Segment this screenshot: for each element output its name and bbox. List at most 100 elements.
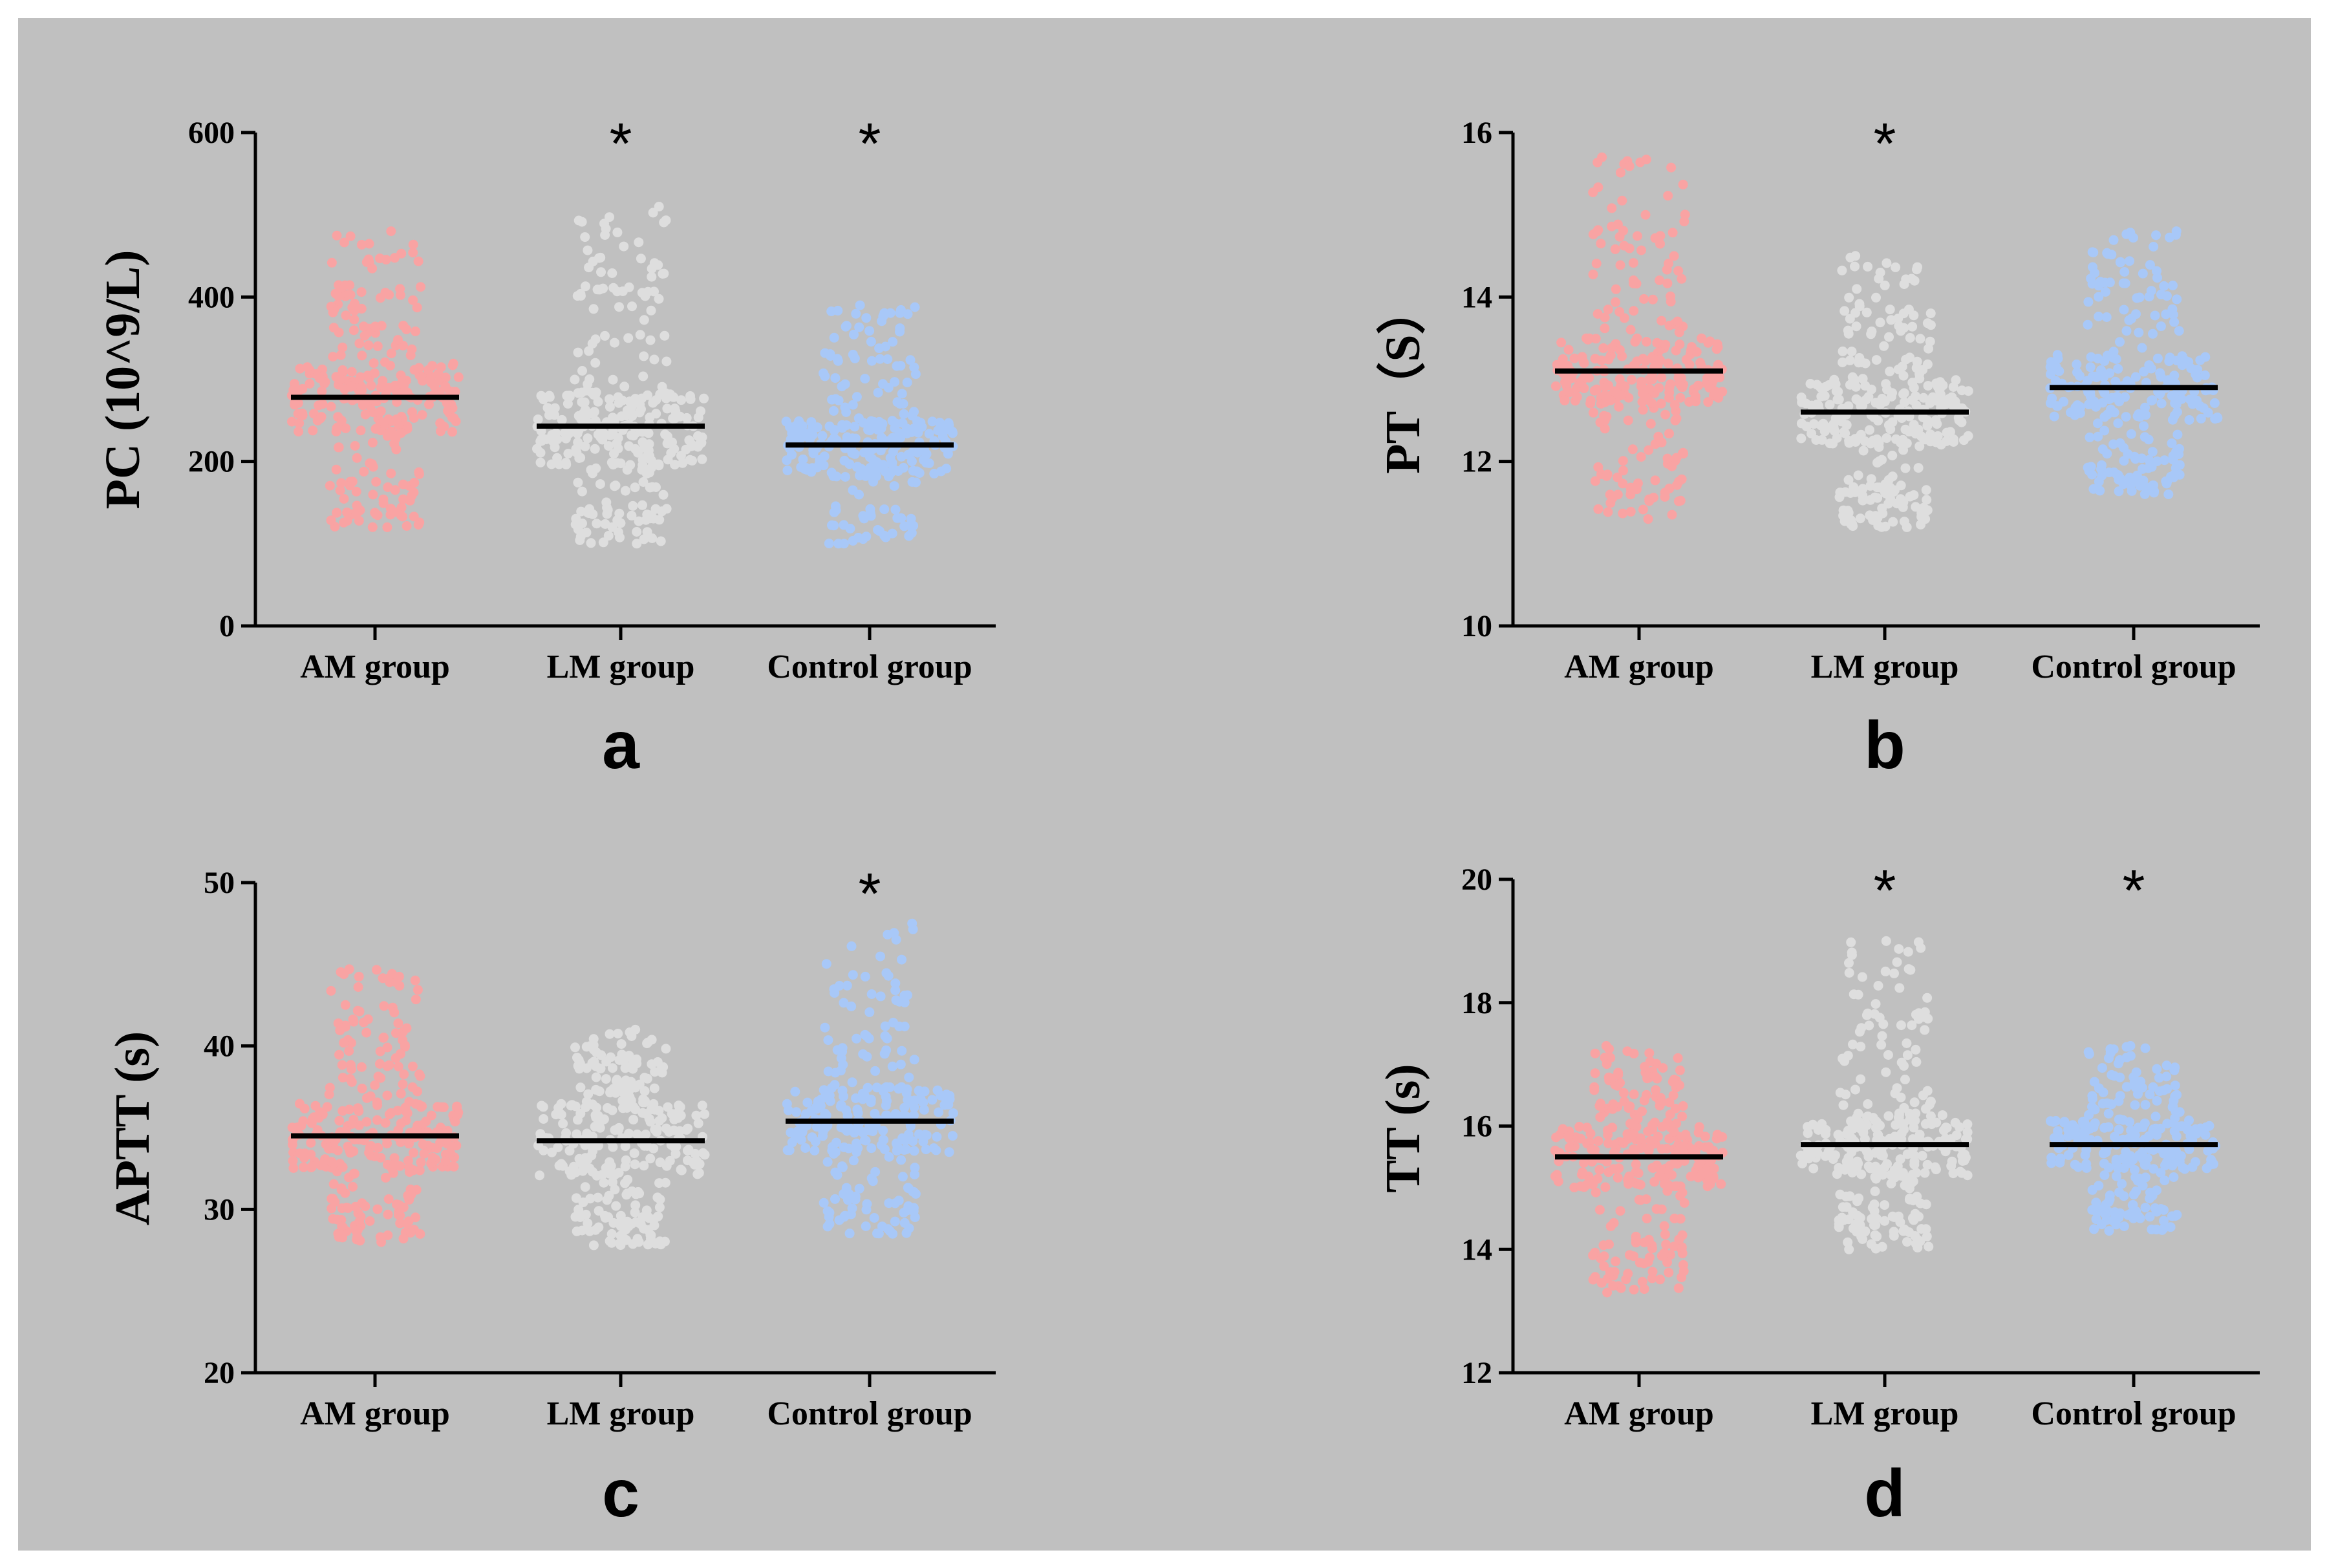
data-point bbox=[846, 1001, 857, 1011]
data-point bbox=[1910, 1115, 1920, 1126]
data-point bbox=[1577, 352, 1587, 362]
data-point bbox=[866, 356, 877, 366]
data-point bbox=[2107, 1069, 2117, 1080]
data-point bbox=[346, 1038, 356, 1048]
data-point bbox=[1687, 1144, 1697, 1154]
data-point bbox=[881, 341, 890, 352]
data-point bbox=[339, 1038, 349, 1048]
data-point bbox=[413, 256, 424, 266]
data-point bbox=[1912, 1192, 1922, 1202]
data-point bbox=[1925, 429, 1936, 440]
data-point bbox=[1629, 1089, 1639, 1099]
data-point bbox=[2171, 230, 2181, 240]
data-point bbox=[1610, 244, 1620, 254]
data-point bbox=[1628, 279, 1638, 288]
data-point bbox=[332, 230, 342, 241]
data-point bbox=[2148, 1082, 2158, 1092]
data-point bbox=[370, 321, 380, 332]
data-point bbox=[813, 1097, 823, 1106]
data-point bbox=[546, 459, 557, 469]
data-point bbox=[2094, 1181, 2104, 1191]
data-point bbox=[589, 407, 599, 417]
data-point bbox=[890, 1198, 900, 1208]
data-point bbox=[630, 1159, 640, 1170]
data-point bbox=[2119, 1221, 2129, 1231]
data-point bbox=[2081, 1145, 2092, 1155]
data-point bbox=[1881, 1067, 1891, 1077]
data-point bbox=[910, 1163, 920, 1173]
data-point bbox=[1642, 337, 1651, 347]
data-point bbox=[2152, 1064, 2162, 1074]
data-point bbox=[808, 430, 818, 440]
data-point bbox=[2134, 292, 2145, 303]
data-point bbox=[1855, 1123, 1865, 1133]
data-point bbox=[614, 302, 624, 312]
data-point bbox=[556, 1159, 566, 1169]
data-point bbox=[2130, 1130, 2140, 1140]
data-point bbox=[820, 348, 830, 358]
data-point bbox=[1596, 1278, 1607, 1288]
data-point bbox=[1921, 1104, 1931, 1114]
data-point bbox=[1807, 400, 1817, 411]
data-point bbox=[2104, 1226, 2114, 1236]
data-point bbox=[630, 482, 640, 493]
data-point bbox=[661, 356, 672, 367]
data-point bbox=[1911, 1044, 1921, 1055]
data-point bbox=[663, 455, 673, 465]
data-point bbox=[1841, 1090, 1850, 1100]
data-point bbox=[2131, 309, 2141, 319]
data-point bbox=[880, 1083, 890, 1093]
data-point bbox=[647, 272, 657, 282]
data-point bbox=[879, 504, 890, 515]
data-point bbox=[2077, 1117, 2088, 1127]
data-point bbox=[1877, 1031, 1887, 1041]
panel-d-y-axis-title: TT (s) bbox=[1376, 1064, 1430, 1192]
data-point bbox=[659, 330, 670, 341]
data-point bbox=[914, 1129, 924, 1139]
data-point bbox=[2081, 1159, 2092, 1169]
data-point bbox=[1553, 1176, 1563, 1187]
data-point bbox=[1644, 1143, 1655, 1153]
data-point bbox=[638, 500, 647, 510]
data-point bbox=[853, 1108, 863, 1118]
data-point bbox=[883, 354, 893, 364]
data-point bbox=[1670, 1104, 1680, 1113]
data-point bbox=[1618, 456, 1628, 466]
data-point bbox=[1592, 226, 1602, 237]
data-point bbox=[341, 310, 351, 321]
data-point bbox=[905, 1121, 916, 1132]
data-point bbox=[447, 427, 457, 437]
data-point bbox=[410, 975, 420, 985]
data-point bbox=[1644, 445, 1654, 455]
data-point bbox=[1556, 338, 1567, 348]
data-point bbox=[641, 1210, 652, 1221]
data-point bbox=[839, 1189, 849, 1199]
data-point bbox=[391, 444, 402, 455]
data-point bbox=[820, 371, 830, 381]
data-point bbox=[890, 1216, 900, 1227]
data-point bbox=[2075, 408, 2085, 418]
data-point bbox=[691, 1110, 702, 1121]
data-point bbox=[1588, 1250, 1598, 1260]
data-point bbox=[326, 402, 336, 412]
data-point bbox=[1551, 1132, 1561, 1143]
data-point bbox=[1902, 1038, 1912, 1048]
data-point bbox=[409, 478, 420, 488]
data-point bbox=[1923, 381, 1933, 391]
data-point bbox=[647, 264, 657, 274]
data-point bbox=[1677, 1188, 1688, 1197]
data-point bbox=[655, 1194, 665, 1205]
data-point bbox=[840, 472, 850, 482]
data-point bbox=[2145, 260, 2155, 270]
data-point bbox=[1853, 470, 1863, 480]
data-point bbox=[629, 1148, 639, 1159]
data-point bbox=[1704, 1166, 1714, 1177]
data-point bbox=[696, 438, 707, 448]
panel-b-label: b bbox=[1864, 708, 1905, 783]
data-point bbox=[1920, 1025, 1930, 1035]
data-point bbox=[1844, 958, 1854, 968]
data-point bbox=[581, 281, 590, 292]
data-point bbox=[403, 1155, 413, 1166]
data-point bbox=[1895, 1217, 1905, 1227]
data-point bbox=[1865, 510, 1875, 521]
